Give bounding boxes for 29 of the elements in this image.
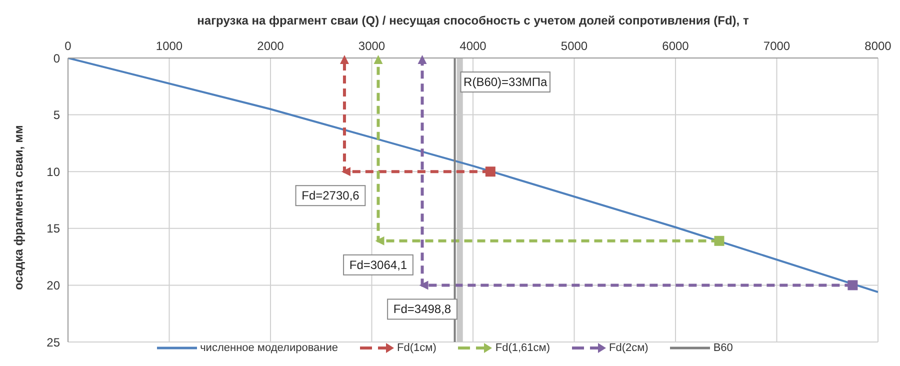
y-tick-label: 20 <box>46 278 60 292</box>
y-tick-label: 5 <box>53 108 60 122</box>
x-tick-label: 7000 <box>763 39 790 53</box>
x-tick-label: 8000 <box>864 39 892 53</box>
legend-label: B60 <box>713 342 733 354</box>
point <box>485 166 496 177</box>
x-axis-title: нагрузка на фрагмент сваи (Q) / несущая способность с учетом долей сопротивления (Fd), т <box>197 14 749 28</box>
legend-label: Fd(1см) <box>397 342 436 354</box>
y-tick-label: 10 <box>46 164 60 179</box>
y-tick-label: 25 <box>46 335 60 350</box>
x-tick-label: 0 <box>64 39 72 53</box>
annotation: Fd=3498,8 <box>393 302 452 316</box>
legend-label: Fd(1,61см) <box>495 342 550 354</box>
x-tick-label: 4000 <box>460 39 487 53</box>
annotation: Fd=2730,6 <box>302 188 360 203</box>
x-tick-label: 6000 <box>662 39 690 53</box>
x-tick-label: 2000 <box>257 39 284 53</box>
x-tick-label: 1000 <box>156 39 183 53</box>
x-tick-label: 3000 <box>358 39 386 53</box>
point <box>848 280 858 290</box>
legend-label: Fd(2см) <box>609 342 648 354</box>
legend-label: численное моделирование <box>200 342 338 354</box>
annotation: R(B60)=33МПа <box>464 75 548 89</box>
y-axis-title: осадка фрагмента сваи, мм <box>11 125 26 290</box>
y-tick-label: 15 <box>46 222 60 236</box>
x-tick-label: 5000 <box>560 39 588 53</box>
y-tick-label: 0 <box>53 51 60 66</box>
annotation: Fd=3064,1 <box>349 258 408 272</box>
point <box>714 236 724 246</box>
